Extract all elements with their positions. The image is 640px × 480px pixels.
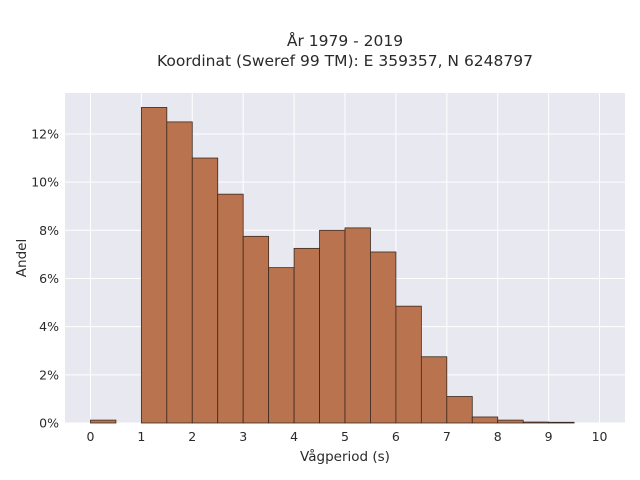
y-tick-label: 4% (39, 319, 59, 334)
chart-title-line-1: År 1979 - 2019 (287, 31, 403, 50)
y-tick-label: 6% (39, 271, 59, 286)
y-axis-label: Andel (14, 239, 30, 277)
x-tick-label: 1 (137, 429, 145, 444)
histogram-bar (242, 235, 270, 424)
histogram-bar (293, 247, 320, 424)
x-tick-label: 0 (86, 429, 94, 444)
y-tick-label: 8% (39, 223, 59, 238)
chart-title: År 1979 - 2019 Koordinat (Sweref 99 TM):… (157, 31, 533, 70)
histogram-bar (370, 251, 397, 424)
histogram-bar (166, 121, 193, 424)
y-tick-label: 12% (31, 126, 59, 141)
x-tick-label: 3 (239, 429, 247, 444)
histogram-bar (268, 267, 295, 424)
x-tick-label: 7 (443, 429, 451, 444)
x-tick-label: 10 (592, 429, 608, 444)
y-tick-label: 2% (39, 367, 59, 382)
x-tick-label: 5 (341, 429, 349, 444)
histogram-bar (446, 396, 473, 424)
histogram-bar (471, 416, 499, 424)
x-tick-label: 2 (188, 429, 196, 444)
x-axis-ticks: 0 1 2 3 4 5 6 7 8 9 10 (86, 429, 607, 444)
histogram-bar (319, 229, 346, 424)
x-tick-label: 8 (494, 429, 502, 444)
histogram-bar (90, 419, 117, 424)
x-tick-label: 4 (290, 429, 298, 444)
y-tick-label: 0% (39, 416, 59, 431)
histogram-bar (522, 421, 550, 424)
x-tick-label: 9 (545, 429, 553, 444)
histogram-bar (191, 157, 219, 424)
histogram-bar (420, 356, 448, 424)
histogram-bar (395, 305, 422, 424)
y-axis-ticks: 0% 2% 4% 6% 8% 10% 12% (31, 126, 59, 430)
x-tick-label: 6 (392, 429, 400, 444)
histogram-bar (344, 227, 371, 424)
histogram-bar (140, 107, 168, 424)
histogram-bar (497, 419, 524, 424)
chart-title-line-2: Koordinat (Sweref 99 TM): E 359357, N 62… (157, 52, 533, 70)
histogram-bar (548, 421, 575, 424)
x-axis-label: Vågperiod (s) (300, 448, 390, 465)
bars (90, 107, 575, 424)
histogram-bar (217, 193, 244, 424)
y-tick-label: 10% (31, 175, 59, 190)
